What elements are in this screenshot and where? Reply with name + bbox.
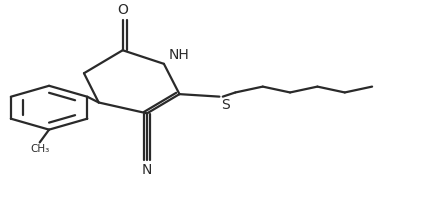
Text: NH: NH (169, 48, 189, 62)
Text: CH₃: CH₃ (30, 144, 49, 154)
Text: O: O (117, 3, 128, 17)
Text: N: N (142, 163, 152, 177)
Text: S: S (221, 98, 230, 112)
